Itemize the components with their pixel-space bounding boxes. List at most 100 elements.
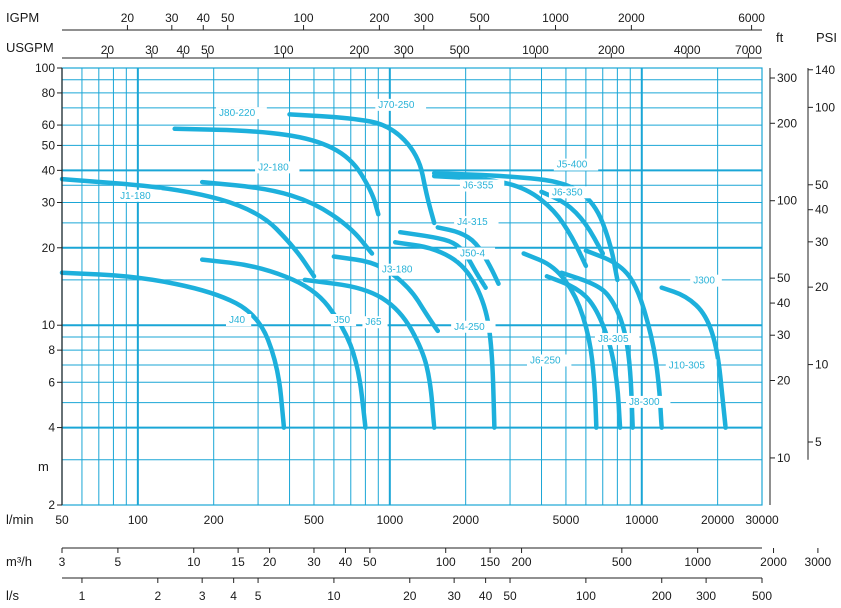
y-tick-label: 30 — [42, 195, 56, 209]
curve-label-j4-315: J4-315 — [457, 217, 488, 228]
curve-label-j4-250: J4-250 — [454, 322, 485, 333]
curve-label-bg — [548, 186, 594, 199]
curve-label-j50: J50 — [334, 315, 351, 326]
curve-label-bg — [375, 98, 427, 111]
pump-curve-j3-180 — [331, 254, 441, 334]
igpm-tick-label: 6000 — [738, 11, 765, 25]
ls-tick-label: 3 — [199, 589, 206, 603]
x-tick-label: 100 — [128, 513, 148, 527]
ls-tick-label: 100 — [576, 589, 596, 603]
curve-label-j8-300: J8-300 — [629, 397, 660, 408]
usgpm-tick-label: 4000 — [674, 43, 701, 57]
curve-label-j1-180: J1-180 — [120, 191, 151, 202]
m3h-tick-label: 50 — [363, 555, 377, 569]
ft-tick-label: 50 — [777, 271, 791, 285]
m3h-tick-label: 100 — [436, 555, 456, 569]
curve-label-bg — [626, 395, 671, 408]
psi-tick-label: 10 — [815, 358, 829, 372]
usgpm-tick-label: 30 — [145, 43, 159, 57]
m3h-tick-label: 40 — [339, 555, 353, 569]
ft-tick-label: 20 — [777, 374, 791, 388]
pump-curve-j50-4 — [435, 225, 501, 286]
pump-curve-j40 — [59, 270, 287, 430]
y-tick-label: 50 — [42, 138, 56, 152]
ls-tick-label: 5 — [255, 589, 262, 603]
igpm-tick-label: 20 — [121, 11, 135, 25]
ls-tick-label: 200 — [652, 589, 672, 603]
ls-tick-label: 500 — [752, 589, 772, 603]
x-tick-label: 50 — [55, 513, 69, 527]
ls-tick-label: 40 — [479, 589, 493, 603]
x-tick-label: 10000 — [625, 513, 659, 527]
axes: 100 80 60 50 40 30 20 10 8 6 4 2 m 50 100 200 500 1000 200… — [6, 10, 837, 603]
y-tick-label: 2 — [48, 498, 55, 512]
igpm-tick-label: 200 — [369, 11, 389, 25]
curve-label-j10-305: J10-305 — [669, 360, 706, 371]
ft-axis-unit: ft — [776, 30, 784, 45]
curve-label-j6-250: J6-250 — [530, 355, 561, 366]
usgpm-axis-unit: USGPM — [6, 40, 54, 55]
curve-label-bg — [451, 320, 496, 333]
usgpm-tick-label: 200 — [349, 43, 369, 57]
curve-label-j40: J40 — [229, 315, 246, 326]
curve-label-j3-180: J3-180 — [382, 265, 413, 276]
x-axis-unit: l/min — [6, 512, 33, 527]
x-tick-label: 30000 — [745, 513, 779, 527]
igpm-tick-label: 1000 — [542, 11, 569, 25]
pump-curve-j6-355 — [431, 173, 589, 269]
igpm-tick-label: 50 — [221, 11, 235, 25]
m3h-tick-label: 2000 — [760, 555, 787, 569]
y-tick-label: 8 — [48, 343, 55, 357]
pump-curve-j65 — [302, 277, 437, 430]
y-tick-label: 60 — [42, 118, 56, 132]
curve-label-bg — [594, 333, 640, 346]
curve-label-bg — [362, 316, 388, 329]
igpm-axis-unit: IGPM — [6, 10, 39, 25]
usgpm-tick-label: 100 — [273, 43, 293, 57]
curve-label-bg — [454, 216, 499, 229]
usgpm-tick-label: 1000 — [522, 43, 549, 57]
curve-label-j2-180: J2-180 — [258, 162, 289, 173]
pump-curve-j8-305 — [544, 274, 623, 430]
psi-tick-label: 20 — [815, 280, 829, 294]
curve-label-j65: J65 — [365, 317, 382, 328]
psi-axis-unit: PSI — [816, 30, 837, 45]
y-tick-label: 4 — [48, 421, 55, 435]
pump-curve-j50 — [199, 257, 368, 430]
curve-label-bg — [255, 161, 300, 174]
curve-label-bg — [665, 359, 717, 372]
curve-label-bg — [225, 314, 252, 327]
m3h-tick-label: 30 — [307, 555, 321, 569]
ls-tick-label: 2 — [154, 589, 161, 603]
pump-curve-j70-250 — [287, 112, 437, 226]
x-tick-label: 20000 — [701, 513, 735, 527]
ft-tick-label: 300 — [777, 71, 797, 85]
pump-curve-j6-250 — [521, 251, 599, 430]
curve-label-j80-220: J80-220 — [219, 108, 256, 119]
x-tick-label: 5000 — [553, 513, 580, 527]
m3h-tick-label: 500 — [612, 555, 632, 569]
ls-tick-label: 30 — [447, 589, 461, 603]
ls-tick-label: 1 — [79, 589, 86, 603]
grid-lines — [61, 67, 763, 506]
y-tick-label: 100 — [35, 61, 55, 75]
usgpm-tick-label: 300 — [394, 43, 414, 57]
psi-tick-label: 100 — [815, 100, 835, 114]
ft-tick-label: 10 — [777, 451, 791, 465]
ft-tick-label: 200 — [777, 116, 797, 130]
y-tick-label: 6 — [48, 375, 55, 389]
m3h-tick-label: 20 — [263, 555, 277, 569]
y-tick-label: 80 — [42, 86, 56, 100]
ls-tick-label: 50 — [503, 589, 517, 603]
m3h-tick-label: 200 — [512, 555, 532, 569]
igpm-tick-label: 40 — [197, 11, 211, 25]
curve-label-bg — [526, 354, 572, 367]
curve-label-bg — [690, 274, 722, 287]
curve-label-j70-250: J70-250 — [378, 100, 415, 111]
m3h-tick-label: 150 — [480, 555, 500, 569]
ft-tick-label: 30 — [777, 328, 791, 342]
m3h-tick-label: 15 — [231, 555, 245, 569]
pump-curve-labels: J40 J1-180 J80-220 J2-180 J70-250 J50 J65 J3-18… — [117, 98, 722, 408]
curve-label-j300: J300 — [693, 276, 715, 287]
